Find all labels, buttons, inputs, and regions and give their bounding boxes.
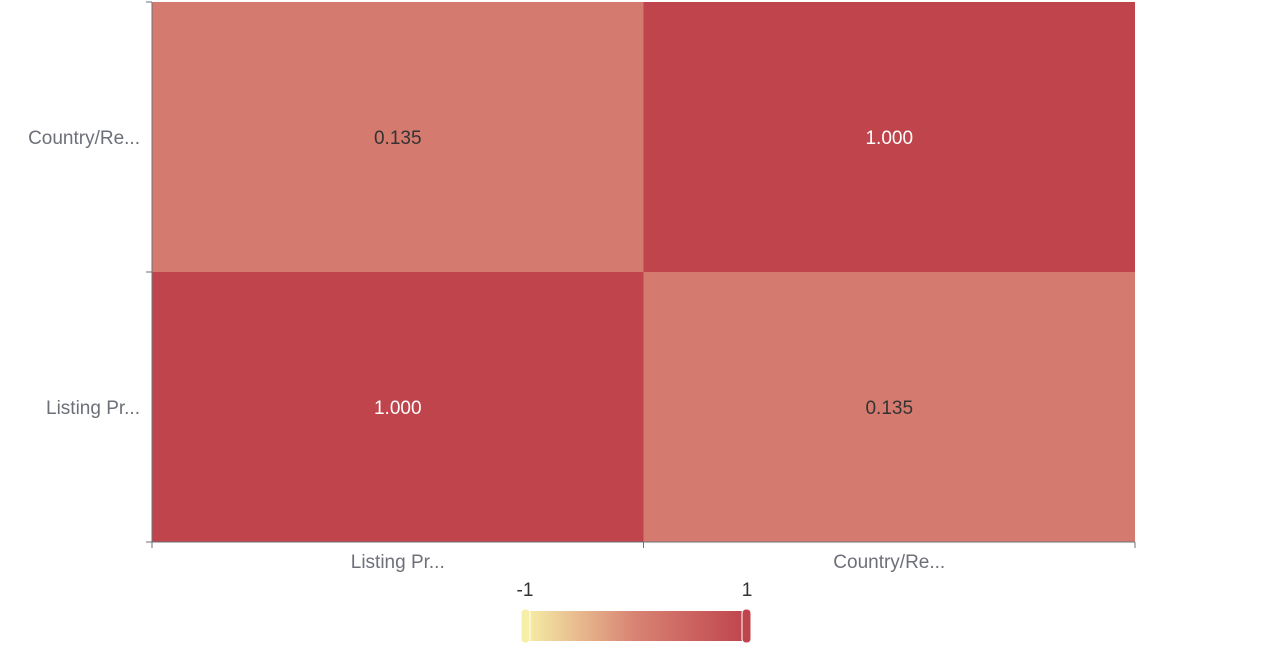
heatmap-cell[interactable]	[643, 272, 1136, 542]
x-tick-label: Country/Re...	[833, 552, 945, 573]
heatmap-cell[interactable]	[152, 2, 644, 272]
y-tick-label: Country/Re...	[28, 128, 140, 149]
y-tick-label: Listing Pr...	[46, 398, 140, 419]
cell-value-label: 1.000	[865, 128, 913, 149]
cell-value-label: 0.135	[374, 128, 422, 149]
x-tick-label: Listing Pr...	[351, 552, 445, 573]
visual-map-min-label: -1	[517, 580, 534, 601]
visual-map-handle-max[interactable]	[741, 608, 752, 644]
visual-map-handle-min[interactable]	[520, 608, 531, 644]
heatmap-cell[interactable]	[152, 272, 644, 542]
heatmap-cell[interactable]	[643, 2, 1136, 272]
visual-map-bar	[525, 611, 747, 641]
cell-value-label: 1.000	[374, 398, 422, 419]
heatmap-cells: 1.000 0.135 0.135 1.000	[152, 2, 1135, 542]
cell-value-label: 0.135	[865, 398, 913, 419]
visual-map-max-label: 1	[742, 580, 753, 601]
visual-map: -1 1	[517, 580, 753, 644]
heatmap-axes: Listing Pr... Country/Re... Listing Pr... C…	[28, 1, 1136, 573]
